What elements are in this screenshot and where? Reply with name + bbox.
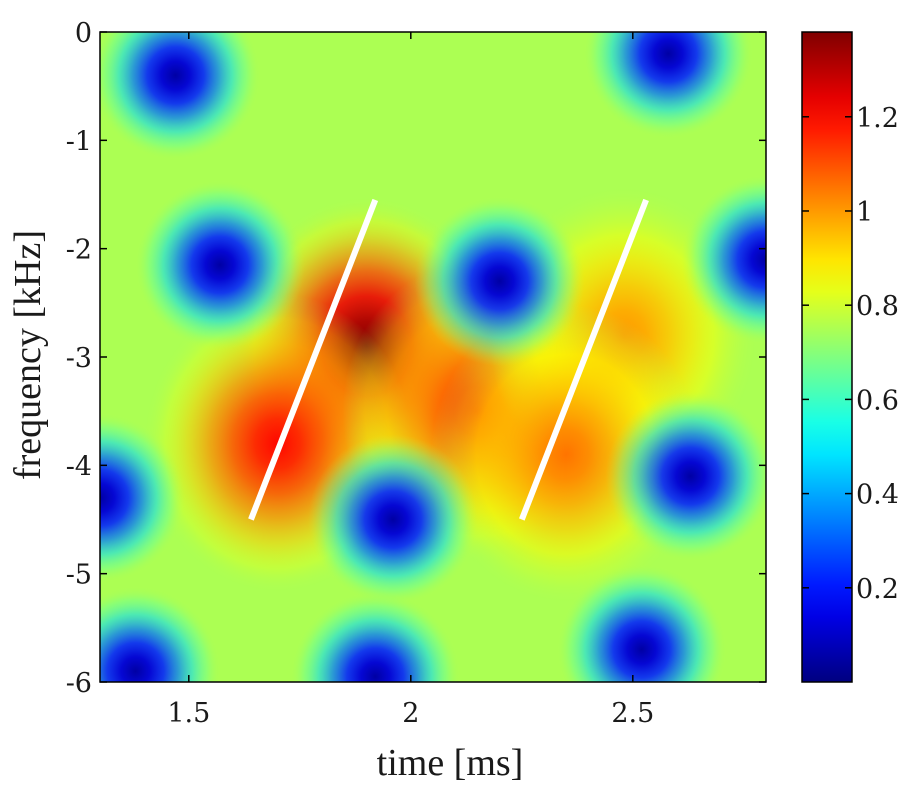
y-axis: 0 -1 -2 -3 -4 -5 -6 — [66, 18, 766, 699]
y-tick-label: -2 — [66, 235, 92, 266]
colorbar-tick-label: 1.2 — [856, 103, 899, 134]
heatmap-minimum-2 — [134, 179, 305, 350]
heatmap-minimum-9 — [290, 591, 461, 682]
colorbar — [801, 31, 853, 683]
heatmap-minimum-8 — [100, 586, 221, 682]
heatmap — [100, 32, 766, 682]
overlay-line-0 — [248, 198, 379, 521]
overlay-lines — [248, 198, 649, 521]
colorbar-ticks: 0.2 0.4 0.6 0.8 1 1.2 — [802, 103, 899, 605]
colorbar-tick-label: 0.4 — [856, 480, 899, 511]
y-tick-label: 0 — [75, 18, 92, 49]
colorbar-tick-label: 0.6 — [856, 385, 899, 416]
heatmap-minimum-10 — [556, 564, 727, 682]
heatmap-minimum-5 — [100, 412, 185, 583]
y-axis-label: frequency [kHz] — [7, 230, 49, 480]
colorbar-tick-label: 0.2 — [856, 574, 899, 605]
y-tick-label: -6 — [66, 668, 92, 699]
x-tick-label: 2 — [402, 698, 419, 729]
x-axis: 1.5 2 2.5 — [167, 32, 654, 729]
heatmap-minimum-0 — [100, 32, 261, 161]
colorbar-tick-label: 1 — [856, 197, 873, 228]
x-axis-label: time [ms] — [377, 742, 524, 784]
heatmap-minimum-4 — [681, 174, 766, 345]
heatmap-blobs — [100, 32, 766, 682]
heatmap-minimum-6 — [308, 434, 479, 605]
heatmap-minimum-1 — [583, 32, 754, 139]
y-tick-label: -4 — [66, 451, 92, 482]
heatmap-minimum-7 — [605, 391, 766, 562]
y-tick-label: -5 — [66, 560, 92, 591]
y-tick-label: -1 — [66, 126, 92, 157]
x-tick-label: 1.5 — [167, 698, 210, 729]
heatmap-minimum-3 — [414, 196, 585, 367]
y-tick-label: -3 — [66, 343, 92, 374]
overlay-line-1 — [519, 198, 649, 521]
x-tick-label: 2.5 — [611, 698, 654, 729]
colorbar-tick-label: 0.8 — [856, 291, 899, 322]
